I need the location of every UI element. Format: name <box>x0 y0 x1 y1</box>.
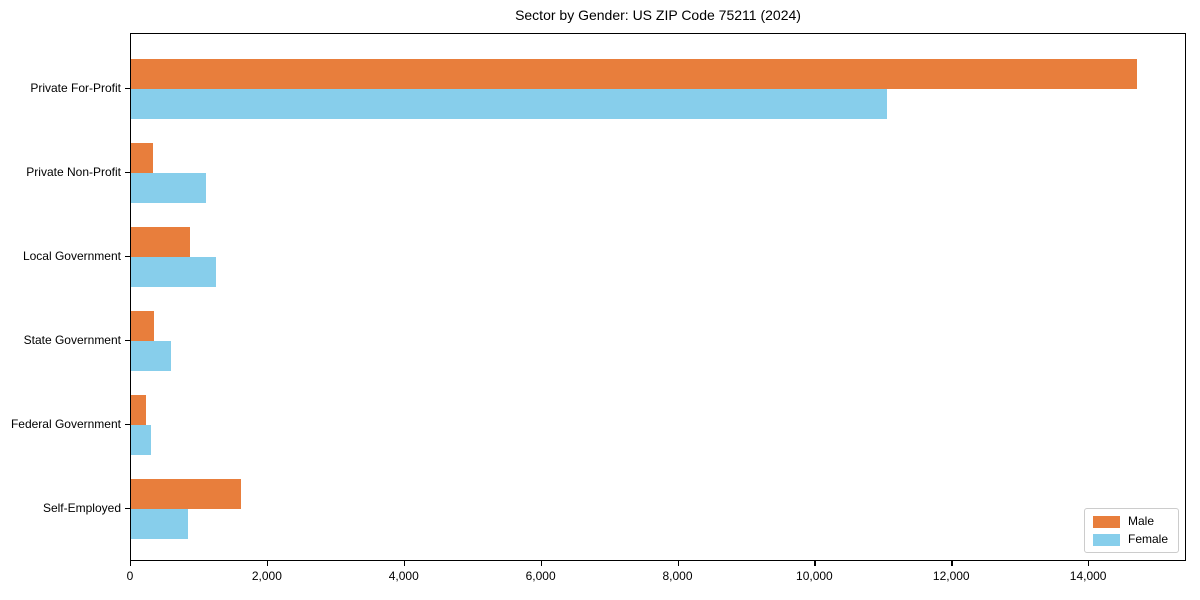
x-tick-mark <box>1088 561 1090 566</box>
x-tick-mark <box>540 561 542 566</box>
x-tick-mark <box>951 561 953 566</box>
x-tick-label: 10,000 <box>796 569 833 583</box>
y-tick-mark <box>125 172 130 174</box>
y-tick-mark <box>125 256 130 258</box>
y-tick-mark <box>125 340 130 342</box>
bar-female-private-non-profit <box>131 173 207 203</box>
y-tick-mark <box>125 88 130 90</box>
x-tick-label: 14,000 <box>1069 569 1107 583</box>
y-tick-label: Federal Government <box>10 417 121 431</box>
x-tick-mark <box>266 561 269 566</box>
x-tick-mark <box>814 561 816 566</box>
male-series-swatch <box>1092 515 1120 528</box>
bar-female-state-government <box>131 341 171 371</box>
bar-male-private-for-profit <box>131 59 1138 89</box>
bar-female-private-for-profit <box>131 89 888 119</box>
x-tick-label: 12,000 <box>932 569 970 583</box>
bar-male-self-employed <box>131 479 241 509</box>
x-tick-mark <box>403 561 406 566</box>
bar-female-local-government <box>131 257 216 287</box>
x-tick-label: 4,000 <box>388 569 419 583</box>
y-tick-label: State Government <box>23 333 121 347</box>
y-tick-label: Private For-Profit <box>30 81 121 95</box>
female-series-swatch <box>1092 533 1120 546</box>
x-tick-label: 8,000 <box>662 569 693 583</box>
x-tick-label: 6,000 <box>525 569 556 583</box>
bar-male-state-government <box>131 311 155 341</box>
bar-female-self-employed <box>131 509 188 539</box>
y-tick-mark <box>125 424 130 426</box>
bar-male-local-government <box>131 227 190 257</box>
y-tick-label: Self-Employed <box>42 501 121 515</box>
bar-male-private-non-profit <box>131 143 153 173</box>
legend-entry-male: Male <box>1092 514 1168 528</box>
y-tick-mark <box>125 508 130 510</box>
legend-label-male: Male <box>1127 514 1154 528</box>
x-tick-label: 0 <box>126 569 134 583</box>
chart-title: Sector by Gender: US ZIP Code 75211 (202… <box>515 7 801 23</box>
x-tick-mark <box>677 561 679 566</box>
legend-label-female: Female <box>1127 532 1168 546</box>
y-tick-label: Private Non-Profit <box>26 165 121 179</box>
legend: Male Female <box>1083 508 1179 553</box>
y-tick-label: Local Government <box>22 249 121 263</box>
x-tick-mark <box>130 561 132 566</box>
x-tick-label: 2,000 <box>251 569 282 583</box>
bar-male-federal-government <box>131 395 147 425</box>
plot-area: Male Female <box>130 33 1186 561</box>
legend-entry-female: Female <box>1092 532 1168 546</box>
bar-female-federal-government <box>131 425 151 455</box>
